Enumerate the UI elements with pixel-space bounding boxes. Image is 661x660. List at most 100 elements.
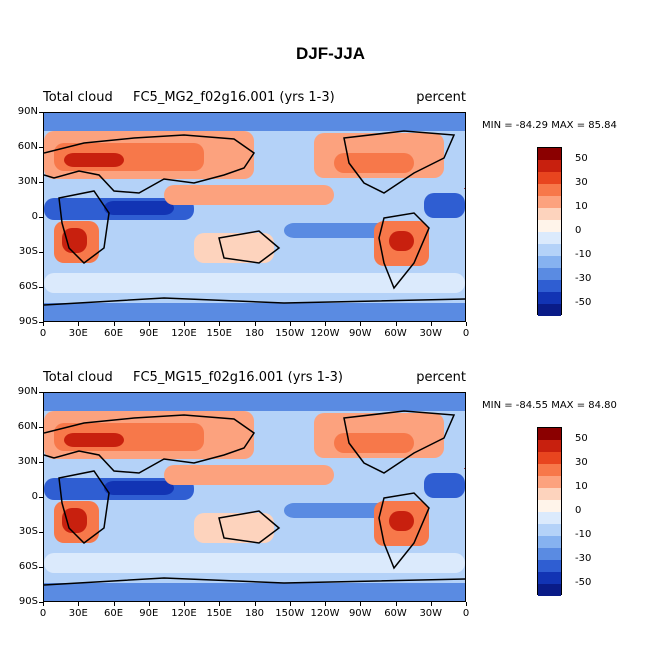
map-panel-1: Total cloud FC5_MG2_f02g16.001 (yrs 1-3)… xyxy=(0,90,661,360)
field-region xyxy=(62,228,87,253)
longitude-tick xyxy=(289,322,291,326)
longitude-tick-label: 30E xyxy=(68,328,88,339)
colorbar-swatch xyxy=(538,280,561,292)
colorbar-swatch xyxy=(538,232,561,244)
latitude-tick-label: 90S xyxy=(18,316,38,327)
longitude-tick xyxy=(254,602,256,606)
longitude-tick xyxy=(184,322,185,326)
latitude-tick-label: 30S xyxy=(18,246,38,257)
latitude-tick-label: 90S xyxy=(18,596,38,607)
colorbar-swatch xyxy=(538,536,561,548)
latitude-tick-label: 90N xyxy=(17,106,38,117)
coastline xyxy=(378,212,430,290)
colorbar-tick-label: -10 xyxy=(575,529,592,540)
latitude-tick xyxy=(39,182,43,183)
longitude-tick xyxy=(219,602,221,606)
coastline xyxy=(44,414,256,474)
latitude-tick-label: 90N xyxy=(17,386,38,397)
colorbar-tick-label: -30 xyxy=(575,273,592,284)
coastline xyxy=(343,130,456,194)
field-region xyxy=(104,481,174,495)
colorbar-swatch xyxy=(538,560,561,572)
longitude-tick-label: 90E xyxy=(139,328,159,339)
field-region xyxy=(389,231,414,251)
longitude-tick-label: 0 xyxy=(462,328,470,339)
field-region xyxy=(464,468,465,469)
latitude-tick-label: 60N xyxy=(17,421,38,432)
field-region xyxy=(44,273,465,293)
latitude-tick-label: 30N xyxy=(17,456,38,467)
field-region xyxy=(164,185,334,205)
panel-units-label: percent xyxy=(416,370,466,385)
colorbar-swatch xyxy=(538,440,561,452)
colorbar-tick-label: 30 xyxy=(575,457,588,468)
longitude-tick-label: 150E xyxy=(206,328,232,339)
longitude-tick xyxy=(219,322,221,326)
colorbar-swatch xyxy=(538,524,561,536)
latitude-tick xyxy=(39,322,43,323)
longitude-tick-label: 0 xyxy=(462,608,470,619)
coastline xyxy=(58,470,110,544)
longitude-tick xyxy=(325,322,326,326)
longitude-tick-label: 0 xyxy=(39,328,47,339)
colorbar-tick-label: 10 xyxy=(575,481,588,492)
field-region xyxy=(44,303,465,321)
colorbar-swatch xyxy=(538,220,561,232)
longitude-tick-label: 150W xyxy=(275,328,305,339)
longitude-tick xyxy=(184,602,185,606)
longitude-tick xyxy=(395,602,397,606)
colorbar-tick-label: 0 xyxy=(575,505,582,516)
longitude-tick-label: 30E xyxy=(68,608,88,619)
field-region xyxy=(424,193,465,218)
colorbar-tick-label: -30 xyxy=(575,553,592,564)
colorbar-swatch xyxy=(538,184,561,196)
colorbar-swatch xyxy=(538,304,561,316)
coastline xyxy=(218,230,281,264)
colorbar-swatch xyxy=(538,476,561,488)
longitude-tick-label: 120E xyxy=(171,328,197,339)
longitude-tick-label: 180 xyxy=(244,328,265,339)
panel-minmax: MIN = -84.55 MAX = 84.80 xyxy=(482,400,617,411)
colorbar-tick-label: -50 xyxy=(575,297,592,308)
panel-case-label: FC5_MG2_f02g16.001 (yrs 1-3) xyxy=(133,90,335,105)
cloud-difference-field xyxy=(44,113,465,321)
latitude-tick xyxy=(39,427,43,428)
longitude-tick xyxy=(360,322,362,326)
figure-title: DJF-JJA xyxy=(296,44,365,63)
longitude-tick-label: 180 xyxy=(244,608,265,619)
longitude-tick xyxy=(78,602,80,606)
latitude-tick-label: 60N xyxy=(17,141,38,152)
longitude-tick xyxy=(148,322,150,326)
longitude-tick xyxy=(360,602,362,606)
longitude-tick-label: 60W xyxy=(384,608,407,619)
latitude-tick xyxy=(39,252,43,253)
coastline xyxy=(44,577,465,586)
latitude-tick-label: 30N xyxy=(17,176,38,187)
longitude-tick-label: 90E xyxy=(139,608,159,619)
longitude-tick xyxy=(430,322,432,326)
field-region xyxy=(424,473,465,498)
field-region xyxy=(464,188,465,189)
longitude-tick xyxy=(148,602,150,606)
longitude-tick-label: 60E xyxy=(103,328,124,339)
colorbar-swatch xyxy=(538,160,561,172)
colorbar xyxy=(537,147,562,316)
field-region xyxy=(194,233,274,263)
longitude-tick-label: 60W xyxy=(384,328,407,339)
longitude-tick-label: 90W xyxy=(348,328,372,339)
panel-case-label: FC5_MG15_f02g16.001 (yrs 1-3) xyxy=(133,370,343,385)
colorbar-swatch xyxy=(538,488,561,500)
field-region xyxy=(104,201,174,215)
longitude-tick xyxy=(254,322,256,326)
colorbar-tick-label: 50 xyxy=(575,433,588,444)
latitude-tick xyxy=(39,392,43,393)
colorbar-swatch xyxy=(538,148,561,160)
colorbar-swatch xyxy=(538,172,561,184)
colorbar-tick-label: 30 xyxy=(575,177,588,188)
field-region xyxy=(44,583,465,601)
latitude-tick xyxy=(39,147,43,148)
latitude-tick-label: 0 xyxy=(31,491,38,502)
longitude-tick-label: 30W xyxy=(419,608,443,619)
colorbar-swatch xyxy=(538,292,561,304)
colorbar-swatch xyxy=(538,196,561,208)
